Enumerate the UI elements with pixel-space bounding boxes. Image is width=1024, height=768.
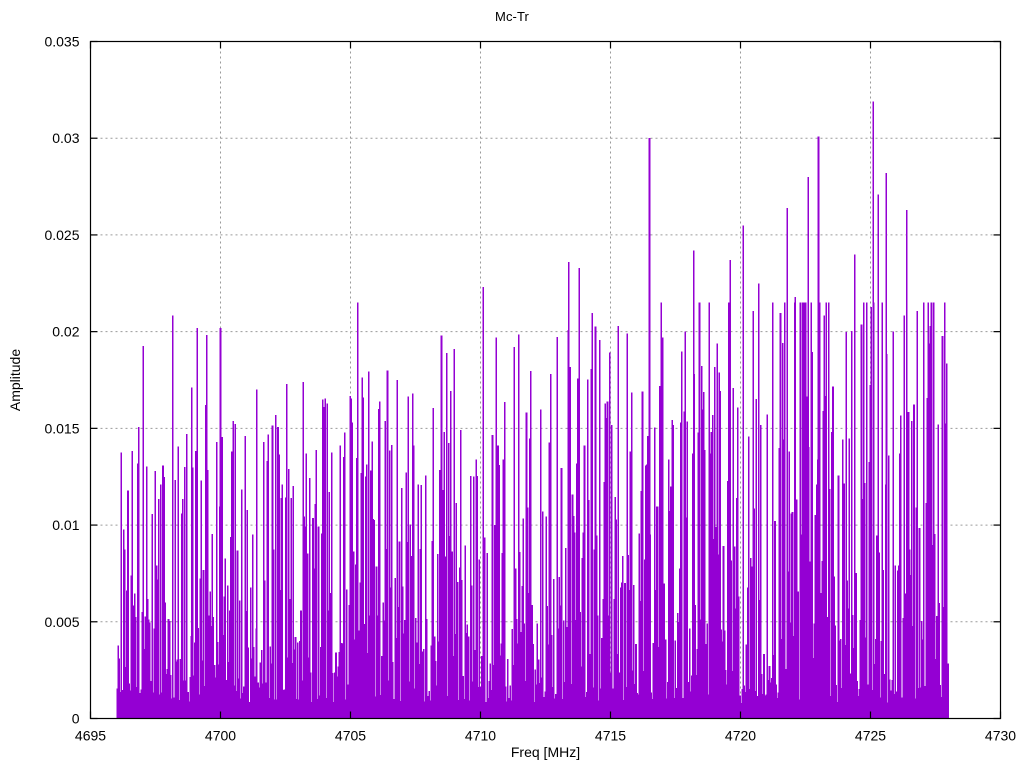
axis-tick-labels: 0 0.005 0.01 0.015 0.02 0.025 0.03 0.035 4695 470… <box>44 34 1016 744</box>
y-tick-label: 0.01 <box>52 517 79 533</box>
x-tick-label: 4730 <box>985 728 1016 744</box>
y-tick-label: 0 <box>72 711 80 727</box>
y-tick-label: 0.015 <box>44 420 79 436</box>
y-tick-label: 0.035 <box>44 34 79 50</box>
x-tick-label: 4695 <box>75 728 106 744</box>
y-tick-label: 0.025 <box>44 227 79 243</box>
impulse-series <box>116 101 949 719</box>
page-title: Mc-Tr <box>495 9 529 24</box>
x-tick-label: 4700 <box>205 728 236 744</box>
plot-frame <box>89 40 1002 720</box>
y-tick-label: 0.005 <box>44 614 79 630</box>
x-tick-label: 4725 <box>855 728 886 744</box>
y-tick-label: 0.02 <box>52 324 79 340</box>
axis-titles: Freq [MHz] Amplitude <box>7 349 580 760</box>
y-tick-label: 0.03 <box>52 130 79 146</box>
x-tick-label: 4715 <box>595 728 626 744</box>
x-tick-label: 4705 <box>335 728 366 744</box>
x-tick-label: 4720 <box>725 728 756 744</box>
x-axis-title: Freq [MHz] <box>511 744 580 760</box>
y-axis-title: Amplitude <box>7 349 23 411</box>
x-tick-label: 4710 <box>465 728 496 744</box>
axis-ticks <box>89 40 1002 720</box>
